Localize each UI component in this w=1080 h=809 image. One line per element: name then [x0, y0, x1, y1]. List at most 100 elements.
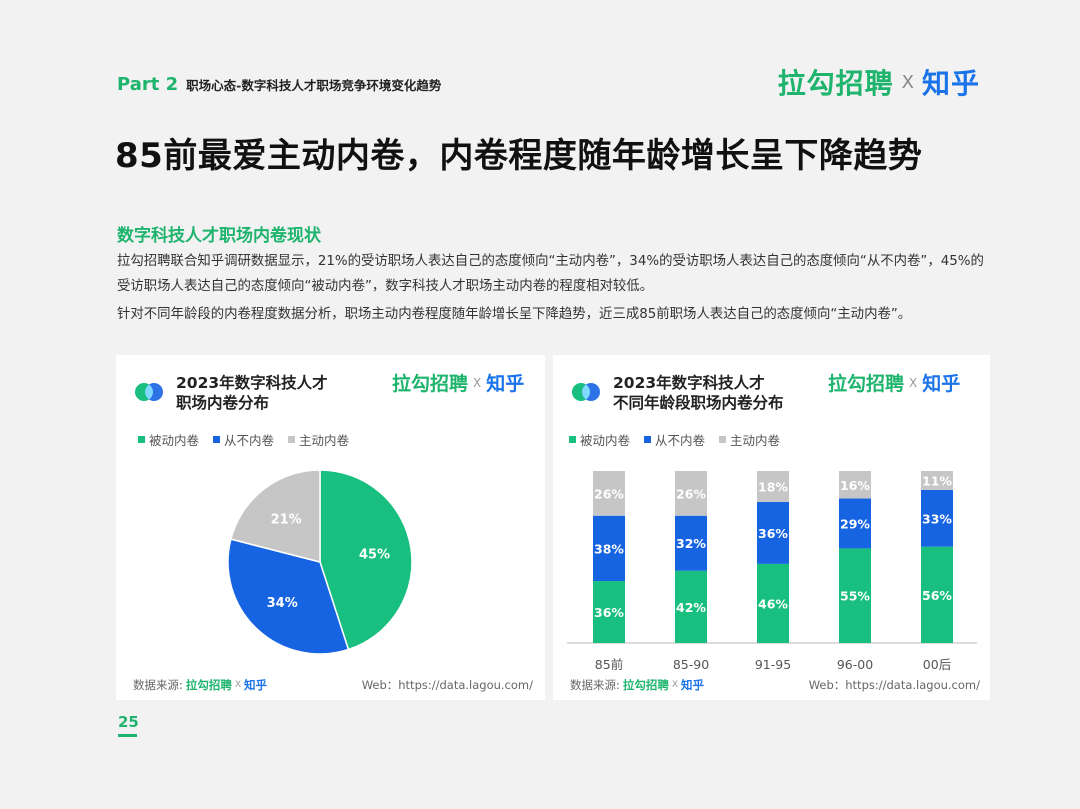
part-header: Part 2 职场心态-数字科技人才职场竞争环境变化趋势 — [117, 74, 441, 95]
bar-segment — [593, 515, 625, 582]
bar-segment — [921, 546, 953, 643]
chart-title-line-2: 职场内卷分布 — [176, 394, 270, 412]
bar-value-label: 36% — [594, 605, 624, 620]
bar-value-label: 26% — [594, 486, 624, 501]
x-tick-label: 00后 — [923, 657, 951, 672]
bar-segment — [593, 471, 625, 516]
legend-swatch-gray — [288, 436, 296, 443]
brand-separator: X — [901, 71, 914, 93]
legend-item-never: 从不内卷 — [644, 430, 705, 449]
bar-segment — [921, 471, 953, 490]
source-x: X — [234, 680, 242, 690]
source-lagou: 拉勾招聘 — [185, 678, 232, 692]
bar-segment — [757, 471, 789, 502]
source-lagou: 拉勾招聘 — [622, 678, 669, 692]
legend-swatch-gray — [719, 436, 727, 443]
legend-label: 被动内卷 — [149, 433, 200, 448]
pie-chart-card: 2023年数字科技人才 职场内卷分布 拉勾招聘 X 知乎 被动内卷 从不内卷 主… — [116, 355, 545, 700]
bar-segment — [839, 548, 871, 643]
source-web: Web：https://data.lagou.com/ — [808, 678, 980, 692]
bar-value-label: 38% — [594, 541, 624, 556]
source-label: 数据来源: — [570, 678, 620, 692]
pie-chart: 45% 34% 21% — [227, 469, 413, 655]
bar-value-label: 11% — [922, 473, 952, 488]
bar-value-label: 36% — [758, 526, 788, 541]
pie-slice-label: 34% — [267, 596, 298, 611]
chart-legend: 被动内卷 从不内卷 主动内卷 — [138, 430, 349, 449]
legend-swatch-green — [569, 436, 576, 443]
bar-segment — [839, 498, 871, 549]
bar-value-label: 56% — [922, 588, 952, 603]
bar-value-label: 29% — [840, 516, 870, 531]
page-number: 25 — [118, 713, 139, 731]
bar-segment — [839, 471, 871, 499]
x-tick-label: 85前 — [595, 657, 623, 672]
chart-title-line-1: 2023年数字科技人才 — [176, 374, 328, 392]
chart-title: 2023年数字科技人才 职场内卷分布 — [176, 373, 328, 413]
legend-swatch-blue — [213, 436, 221, 443]
bar-value-label: 16% — [840, 478, 870, 493]
legend-item-active: 主动内卷 — [719, 430, 780, 449]
lagou-logo-text: 拉勾招聘 — [777, 67, 894, 100]
legend-item-passive: 被动内卷 — [569, 430, 630, 449]
x-tick-label: 85-90 — [673, 657, 709, 672]
chart-legend: 被动内卷 从不内卷 主动内卷 — [569, 430, 780, 449]
bar-value-label: 55% — [840, 589, 870, 604]
card-brand-zhihu: 知乎 — [922, 373, 961, 395]
card-brand-lagou: 拉勾招聘 — [392, 373, 469, 395]
x-tick-label: 96-00 — [837, 657, 873, 672]
card-brand-zhihu: 知乎 — [486, 373, 525, 395]
page-number-underline — [118, 734, 137, 737]
part-label: Part 2 — [117, 74, 179, 95]
bar-segment — [675, 570, 707, 643]
source-web: Web：https://data.lagou.com/ — [361, 678, 533, 692]
bar-value-label: 18% — [758, 479, 788, 494]
pie-slice — [227, 538, 350, 655]
chart-title-line-1: 2023年数字科技人才 — [613, 374, 765, 392]
legend-item-never: 从不内卷 — [213, 430, 274, 449]
pie-slice — [319, 469, 413, 651]
bar-segment — [593, 581, 625, 643]
bar-value-label: 32% — [676, 536, 706, 551]
source-zhihu: 知乎 — [681, 678, 705, 692]
legend-swatch-blue — [644, 436, 652, 443]
legend-swatch-green — [138, 436, 145, 443]
bar-segment — [757, 501, 789, 564]
chart-logo-icon — [572, 383, 600, 401]
pie-slice-label: 45% — [359, 547, 390, 562]
description-paragraph-2: 针对不同年龄段的内卷程度数据分析，职场主动内卷程度随年龄增长呈下降趋势，近三成8… — [117, 307, 912, 322]
section-title: 数字科技人才职场内卷现状 — [117, 226, 321, 246]
source-label: 数据来源: — [133, 678, 183, 692]
bar-segment — [675, 515, 707, 571]
bar-segment — [675, 471, 707, 516]
pie-slice-label: 21% — [271, 512, 302, 527]
bar-segment — [921, 489, 953, 547]
data-source: 数据来源: 拉勾招聘 X 知乎 — [133, 677, 267, 693]
brand-logo: 拉勾招聘 X 知乎 — [778, 62, 980, 102]
chart-logo-icon — [135, 383, 163, 401]
card-brand-x: X — [909, 375, 918, 390]
legend-label: 从不内卷 — [224, 433, 275, 448]
page-title: 85前最爱主动内卷，内卷程度随年龄增长呈下降趋势 — [115, 136, 923, 176]
zhihu-logo-text: 知乎 — [921, 67, 980, 100]
legend-label: 主动内卷 — [730, 433, 781, 448]
bar-value-label: 42% — [676, 600, 706, 615]
bar-value-label: 33% — [922, 511, 952, 526]
legend-label: 被动内卷 — [580, 433, 631, 448]
data-source: 数据来源: 拉勾招聘 X 知乎 — [570, 677, 704, 693]
legend-item-passive: 被动内卷 — [138, 430, 199, 449]
x-tick-label: 91-95 — [755, 657, 791, 672]
bar-value-label: 46% — [758, 596, 788, 611]
card-brand: 拉勾招聘 X 知乎 — [828, 369, 960, 396]
card-brand-x: X — [473, 375, 482, 390]
stacked-bar-chart: 36% 38% 26% 85前 42% 32% 26% 85-90 46% 36% 18% 91-95… — [567, 471, 977, 672]
pie-slice — [229, 469, 321, 563]
legend-item-active: 主动内卷 — [288, 430, 349, 449]
legend-label: 从不内卷 — [655, 433, 706, 448]
bar-segment — [757, 563, 789, 643]
part-subtitle: 职场心态-数字科技人才职场竞争环境变化趋势 — [186, 78, 442, 93]
source-zhihu: 知乎 — [244, 678, 268, 692]
legend-label: 主动内卷 — [299, 433, 350, 448]
card-brand: 拉勾招聘 X 知乎 — [392, 369, 524, 396]
bar-chart-card: 2023年数字科技人才 不同年龄段职场内卷分布 拉勾招聘 X 知乎 被动内卷 从… — [553, 355, 990, 700]
